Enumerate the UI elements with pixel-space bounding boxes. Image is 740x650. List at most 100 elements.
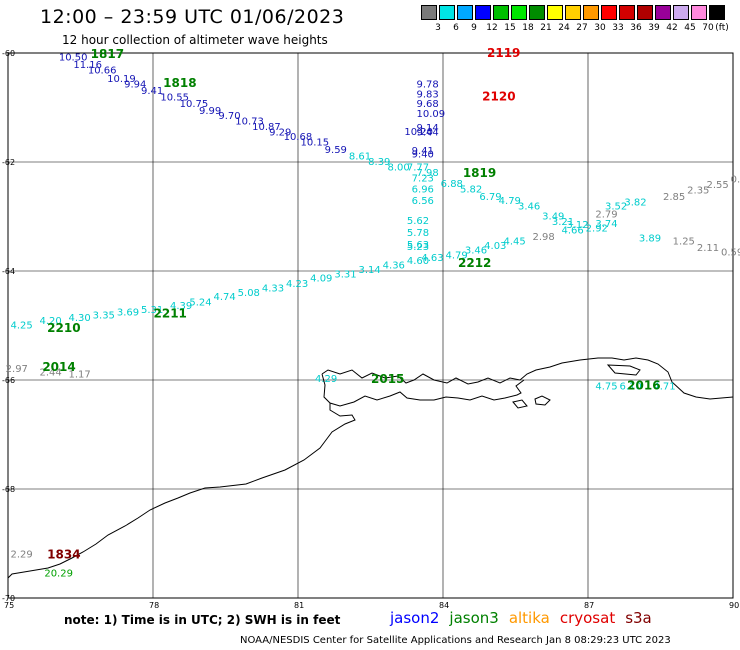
wave-height-value: 7.77 (407, 162, 429, 173)
wave-height-value: 20.29 (44, 568, 73, 579)
wave-height-value: 4.25 (11, 321, 33, 332)
scale-label: 9 (471, 23, 477, 33)
wave-height-value: 9.94 (124, 80, 146, 91)
wave-height-value: 9.41 (412, 146, 434, 157)
scale-label: 39 (648, 23, 660, 33)
wave-height-value: 3.89 (639, 233, 661, 244)
wave-height-value: 4.33 (262, 283, 284, 294)
wave-height-value: 9.41 (141, 86, 163, 97)
wave-height-value: 2.35 (687, 185, 709, 196)
wave-height-value: 11.16 (73, 60, 102, 71)
wave-height-value: 10.73 (235, 117, 264, 128)
wave-height-value: 8.39 (368, 157, 390, 168)
wave-height-value: 4.36 (383, 261, 405, 272)
scale-swatch (457, 5, 473, 20)
wave-height-value: 1.25 (673, 237, 695, 248)
pass-time-label: 2119 (487, 46, 520, 60)
scale-swatch (529, 5, 545, 20)
wave-height-value: 5.82 (460, 184, 482, 195)
wave-height-value: 3.31 (334, 269, 356, 280)
scale-label: 30 (594, 23, 606, 33)
wave-height-value: 4.71 (653, 382, 675, 393)
wave-height-value: 2.11 (697, 243, 719, 254)
wave-height-value: 5.23 (407, 242, 429, 253)
scale-swatch (691, 5, 707, 20)
scale-swatch (511, 5, 527, 20)
observation-layer: 10.5011.1610.6610.199.949.4110.5510.759.… (6, 52, 740, 579)
scale-label: 33 (612, 23, 624, 33)
wave-height-value: 4.09 (310, 274, 332, 285)
scale-label: 27 (576, 23, 588, 33)
wave-height-value: 6.10 (620, 382, 642, 393)
scale-swatch (421, 5, 437, 20)
wave-height-value: 4.79 (499, 196, 521, 207)
legend-s3a: s3a (625, 609, 652, 627)
scale-swatch (475, 5, 491, 20)
wave-height-value: 3.12 (566, 220, 588, 231)
lon-tick-label: 87 (584, 601, 594, 610)
wave-height-value: 6.96 (412, 184, 434, 195)
time-label-layer: 1817 1818 2119 2120 1819 2212 2211 2210 2014 2015… (42, 46, 660, 561)
scale-unit: (ft) (715, 23, 729, 33)
wave-height-value: 10.66 (88, 65, 117, 76)
lat-tick-label: -66 (2, 376, 15, 385)
lat-tick-label: -62 (2, 158, 15, 167)
wave-height-value: 10.09 (417, 109, 446, 120)
scale-swatch (673, 5, 689, 20)
scale-label: 12 (486, 23, 498, 33)
wave-height-value: 9.78 (417, 80, 439, 91)
scale-swatch (637, 5, 653, 20)
wave-height-value: 2.92 (586, 223, 608, 234)
wave-height-value: 0.59 (731, 174, 740, 185)
pass-time-label: 2015 (371, 372, 404, 386)
wave-height-value: 0.59 (721, 247, 740, 258)
wave-height-value: 4.45 (504, 237, 526, 248)
scale-swatch (439, 5, 455, 20)
wave-height-value: 10.19 (107, 74, 136, 85)
lon-tick-label: 84 (439, 601, 449, 610)
pass-time-label: 1834 (47, 547, 80, 561)
wave-height-value: 3.49 (542, 212, 564, 223)
wave-height-value: 2.79 (595, 209, 617, 220)
scale-label: 45 (684, 23, 696, 33)
wave-height-value: 4.75 (595, 382, 617, 393)
wave-height-value: 2.98 (533, 232, 555, 243)
scale-swatch (493, 5, 509, 20)
wave-height-value: 3.52 (605, 202, 627, 213)
wave-height-value: 9.14 (417, 123, 439, 134)
scale-label: 18 (522, 23, 534, 33)
scale-swatch (709, 5, 725, 20)
wave-height-value: 4.03 (484, 241, 506, 252)
pass-time-label: 2210 (47, 321, 80, 335)
wave-height-value: 6.79 (479, 192, 501, 203)
legend-altika: altika (508, 609, 550, 627)
wave-height-value: 5.63 (407, 240, 429, 251)
wave-height-value: 3.21 (552, 217, 574, 228)
wave-height-value: 5.31 (141, 305, 163, 316)
wave-height-value: 7.23 (412, 173, 434, 184)
wave-height-value: 10.87 (252, 122, 281, 133)
wave-height-value: 9.99 (199, 106, 221, 117)
wave-height-value: 8.00 (388, 162, 410, 173)
wave-height-value: 3.35 (93, 311, 115, 322)
wave-height-value: 4.79 (446, 251, 468, 262)
wave-height-value: 4.30 (69, 313, 91, 324)
scale-label: 42 (666, 23, 678, 33)
pass-time-label: 2211 (154, 307, 187, 321)
legend-jason2: jason2 (390, 609, 440, 627)
lon-tick-label: 81 (294, 601, 304, 610)
wave-height-value: 3.69 (117, 307, 139, 318)
scale-swatch (655, 5, 671, 20)
lon-tick-label: 75 (4, 601, 14, 610)
wave-height-value: 6.88 (441, 179, 463, 190)
footnote: note: 1) Time is in UTC; 2) SWH is in fe… (64, 613, 341, 627)
wave-height-value: 2.97 (6, 364, 28, 375)
scale-label: 15 (504, 23, 516, 33)
wave-height-value: 5.24 (189, 298, 211, 309)
lat-tick-label: -70 (2, 594, 15, 603)
scale-label: 70 (702, 23, 714, 33)
scale-swatch (619, 5, 635, 20)
legend-jason3: jason3 (449, 609, 499, 627)
